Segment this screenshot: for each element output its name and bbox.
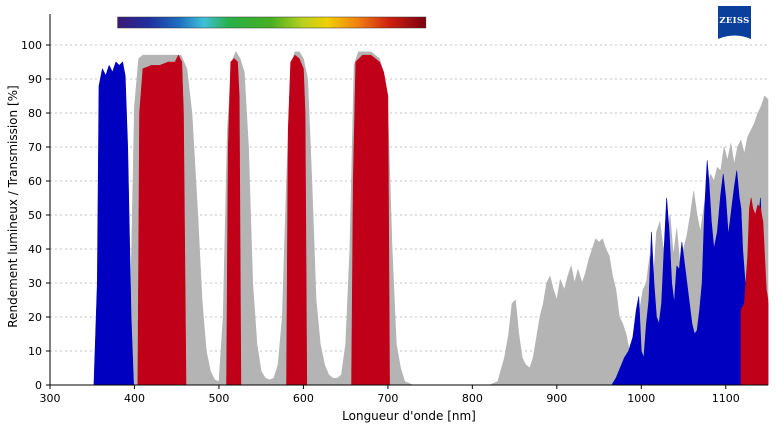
x-tick-label: 900 <box>546 392 567 405</box>
y-tick-label: 50 <box>28 209 42 222</box>
x-tick-label: 1000 <box>627 392 655 405</box>
y-tick-label: 100 <box>21 39 42 52</box>
x-tick-label: 600 <box>293 392 314 405</box>
x-axis-label: Longueur d'onde [nm] <box>342 409 476 423</box>
x-tick-label: 400 <box>124 392 145 405</box>
y-tick-label: 70 <box>28 141 42 154</box>
tick-labels: 300 400 500 600 700 800 900 1000 1100 0 10 20 30 40 50… <box>21 39 740 405</box>
x-tick-label: 300 <box>40 392 61 405</box>
y-tick-label: 80 <box>28 107 42 120</box>
y-tick-label: 0 <box>35 379 42 392</box>
y-tick-label: 30 <box>28 277 42 290</box>
series-area-1 <box>125 51 769 386</box>
zeiss-logo-text: ZEISS <box>719 16 749 26</box>
x-tick-label: 700 <box>377 392 398 405</box>
y-tick-label: 10 <box>28 345 42 358</box>
zeiss-logo: ZEISS <box>718 6 751 39</box>
x-tick-label: 800 <box>462 392 483 405</box>
axes <box>49 14 768 386</box>
y-tick-label: 90 <box>28 73 42 86</box>
series-group <box>93 51 769 386</box>
zeiss-logo-badge <box>718 6 751 39</box>
series-area-2 <box>93 61 769 386</box>
y-tick-label: 60 <box>28 175 42 188</box>
spectrum-bar <box>117 16 427 29</box>
y-tick-label: 20 <box>28 311 42 324</box>
y-axis-label: Rendement lumineux / Transmission [%] <box>6 85 20 327</box>
y-tick-label: 40 <box>28 243 42 256</box>
x-tick-label: 1100 <box>712 392 740 405</box>
x-tick-label: 500 <box>208 392 229 405</box>
